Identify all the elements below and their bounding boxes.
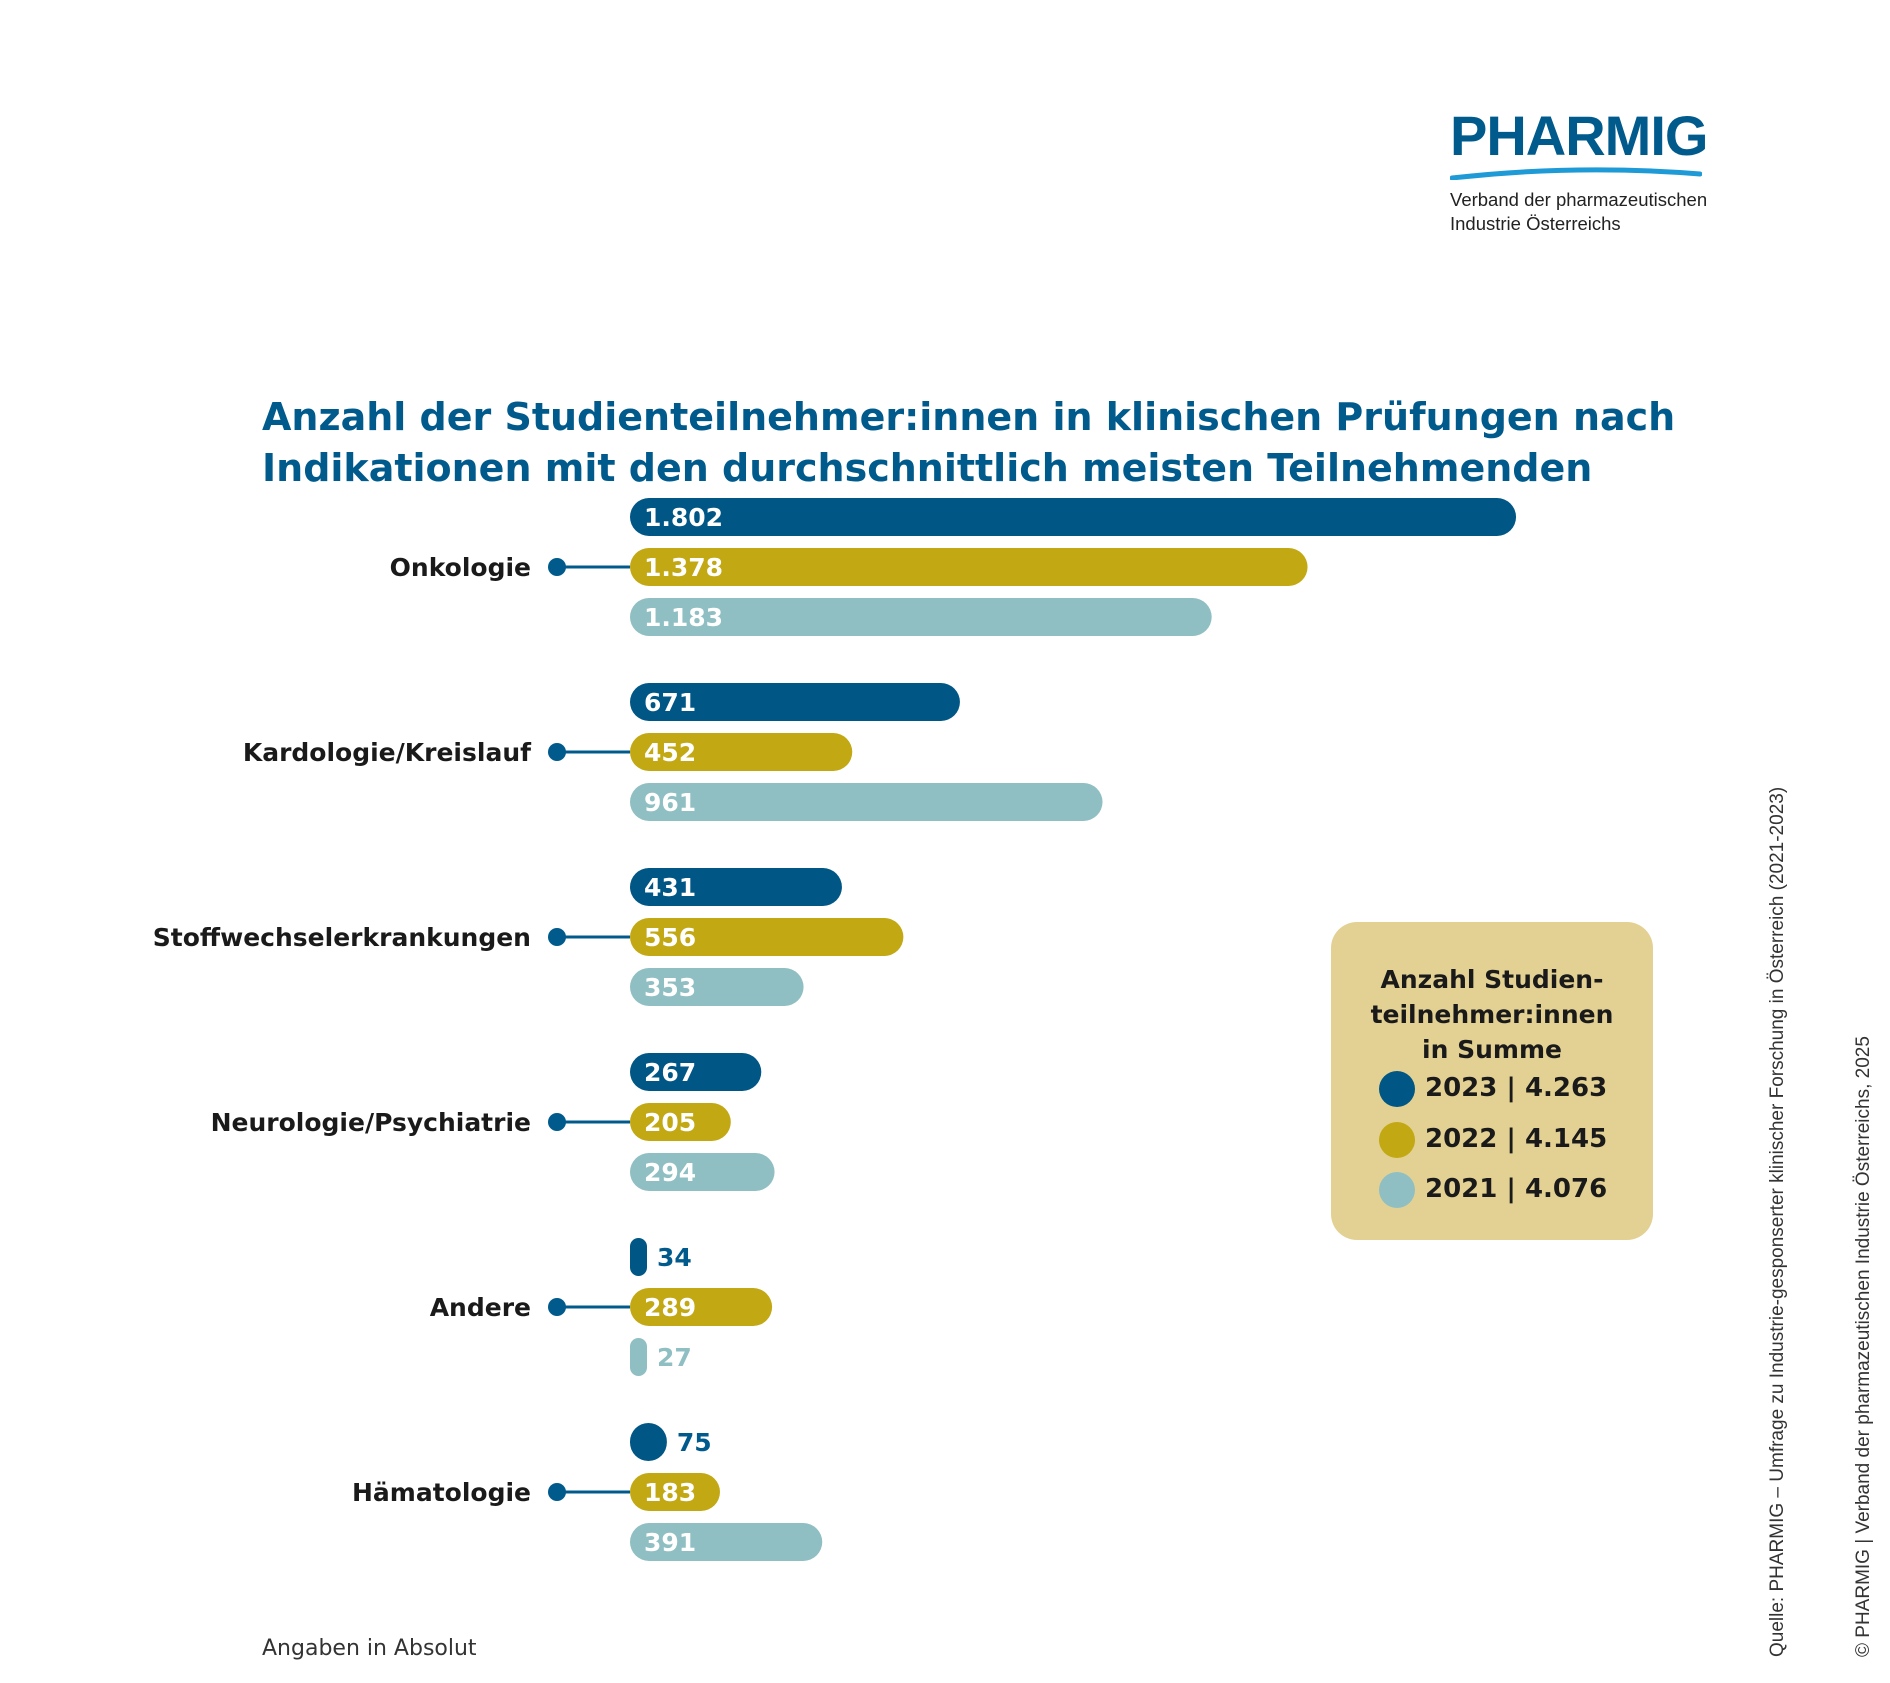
bar-value-label: 1.802 (644, 503, 723, 532)
category-dot-icon (548, 743, 566, 761)
bar-2022 (630, 1103, 731, 1141)
bar-2021 (630, 968, 804, 1006)
bar-2022 (630, 1288, 773, 1326)
legend-title-line3: in Summe (1422, 1035, 1562, 1064)
category-dot-icon (548, 558, 566, 576)
bar-2022 (630, 548, 1308, 586)
category-label: Neurologie/Psychiatrie (211, 1108, 531, 1137)
bar-value-label: 556 (644, 923, 696, 952)
category-label: Stoffwechselerkrankungen (153, 923, 531, 952)
bar-value-label: 1.183 (644, 603, 723, 632)
category-label: Andere (430, 1293, 531, 1322)
bar-value-label: 294 (644, 1158, 696, 1187)
bar-value-label: 183 (644, 1478, 696, 1507)
bar-value-label: 431 (644, 873, 696, 902)
bar-value-label: 289 (644, 1293, 696, 1322)
bar-2021 (630, 783, 1103, 821)
bar-2023 (630, 868, 842, 906)
bar-2021 (630, 1523, 823, 1561)
bar-value-label: 391 (644, 1528, 696, 1557)
bar-2022 (630, 918, 904, 956)
category-label: Onkologie (390, 553, 531, 582)
legend-label: 2021 | 4.076 (1425, 1174, 1608, 1204)
chart-title-line2: Indikationen mit den durchschnittlich me… (262, 446, 1593, 490)
legend-dot-icon (1379, 1122, 1415, 1158)
bar-2022 (630, 733, 853, 771)
bar-value-label: 353 (644, 973, 696, 1002)
chart-title-line1: Anzahl der Studienteilnehmer:innen in kl… (262, 395, 1676, 439)
category-label: Hämatologie (352, 1478, 531, 1507)
category-label: Kardologie/Kreislauf (243, 738, 532, 767)
bar-value-label: 34 (657, 1243, 692, 1272)
logo-subtitle-line1: Verband der pharmazeutischen (1450, 189, 1708, 210)
bar-value-label: 1.378 (644, 553, 723, 582)
bar-value-label: 205 (644, 1108, 696, 1137)
logo-subtitle-line2: Industrie Österreichs (1450, 213, 1621, 234)
bar-2021 (630, 1153, 775, 1191)
logo-swoosh-icon (1450, 167, 1702, 180)
bar-2021 (630, 598, 1212, 636)
copyright-note: © PHARMIG | Verband der pharmazeutischen… (1853, 1036, 1874, 1657)
category-dot-icon (548, 1298, 566, 1316)
category-dot-icon (548, 1113, 566, 1131)
bar-value-label: 75 (677, 1428, 712, 1457)
bar-2023 (630, 1053, 762, 1091)
bar-2023 (630, 683, 960, 721)
bar-value-label: 671 (644, 688, 696, 717)
bar-value-label: 27 (657, 1343, 692, 1372)
footnote: Angaben in Absolut (262, 1636, 477, 1661)
legend-dot-icon (1379, 1071, 1415, 1107)
legend-label: 2023 | 4.263 (1425, 1073, 1608, 1103)
legend-dot-icon (1379, 1172, 1415, 1208)
chart-title: Anzahl der Studienteilnehmer:innen in kl… (262, 392, 1762, 494)
category-dot-icon (548, 928, 566, 946)
source-note: Quelle: PHARMIG – Umfrage zu Industrie-g… (1767, 786, 1788, 1657)
legend-title-line1: Anzahl Studien- (1380, 965, 1604, 994)
legend-box: Anzahl Studien- teilnehmer:innen in Summ… (1331, 922, 1653, 1240)
legend-title-line2: teilnehmer:innen (1370, 1000, 1614, 1029)
logo-wordmark: PHARMIG (1450, 104, 1708, 167)
pharmig-logo: PHARMIG Verband der pharmazeutischen Ind… (1450, 108, 1710, 236)
legend-title: Anzahl Studien- teilnehmer:innen in Summ… (1331, 962, 1653, 1067)
bar-2023 (630, 1423, 667, 1461)
bar-value-label: 452 (644, 738, 696, 767)
bar-2023 (630, 498, 1517, 536)
category-dot-icon (548, 1483, 566, 1501)
legend-label: 2022 | 4.145 (1425, 1124, 1608, 1154)
bar-2023 (630, 1238, 647, 1276)
bar-2022 (630, 1473, 720, 1511)
bar-2021 (630, 1338, 647, 1376)
bar-value-label: 961 (644, 788, 696, 817)
logo-subtitle: Verband der pharmazeutischen Industrie Ö… (1450, 188, 1710, 236)
bar-value-label: 267 (644, 1058, 696, 1087)
